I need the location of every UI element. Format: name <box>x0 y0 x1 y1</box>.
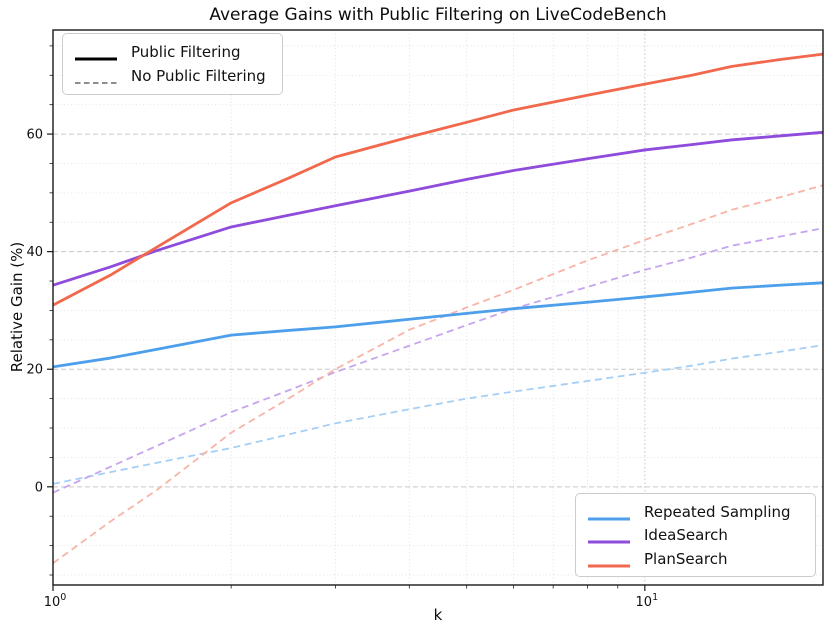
public-filtering-line-swatch <box>74 49 118 61</box>
series-plansearch-no-public-filtering-line <box>52 184 824 564</box>
legend-label-no-public-filtering: No Public Filtering <box>131 67 266 85</box>
legend-item-public-filtering: Public Filtering <box>74 43 271 61</box>
style-legend: Public Filtering No Public Filtering <box>62 33 283 95</box>
data-series <box>52 52 824 564</box>
y-tick-label: 60 <box>26 128 43 143</box>
legend-label-plansearch: PlanSearch <box>644 549 728 568</box>
chart-title: Average Gains with Public Filtering on L… <box>209 5 667 25</box>
legend-item-no-public-filtering: No Public Filtering <box>74 67 271 85</box>
ideasearch-line-swatch <box>587 532 631 544</box>
legend-label-repeated-sampling: Repeated Sampling <box>644 502 791 521</box>
axis-ticks <box>47 45 646 591</box>
legend-item-repeated-sampling: Repeated Sampling <box>587 503 804 521</box>
legend-line-sample <box>588 564 630 567</box>
series-plansearch-public-filtering-line <box>52 52 824 307</box>
legend-line-sample <box>588 517 630 520</box>
x-tick-label: 100 <box>44 592 67 610</box>
series-repeated-sampling-no-public-filtering-line <box>52 344 824 485</box>
plansearch-line-swatch <box>587 556 631 567</box>
series-legend: Repeated Sampling IdeaSearch PlanSearch <box>575 493 816 577</box>
legend-item-plansearch: PlanSearch <box>587 550 804 568</box>
y-tick-label: 40 <box>26 245 43 260</box>
legend-label-public-filtering: Public Filtering <box>131 43 241 61</box>
repeated-sampling-line-swatch <box>587 509 631 520</box>
y-tick-label: 20 <box>26 363 43 378</box>
plot-border <box>52 29 824 586</box>
legend-line-sample <box>75 82 117 84</box>
no-public-filtering-line-swatch <box>74 73 118 84</box>
legend-item-ideasearch: IdeaSearch <box>587 526 804 544</box>
legend-line-sample <box>588 540 630 544</box>
tick-labels: 0 20 40 60 100 101 <box>26 128 658 610</box>
x-axis-label: k <box>433 606 443 624</box>
x-tick-label: 101 <box>636 592 659 610</box>
y-tick-label: 0 <box>35 480 43 495</box>
legend-line-sample <box>75 57 117 61</box>
legend-label-ideasearch: IdeaSearch <box>644 526 728 544</box>
series-ideasearch-public-filtering-line <box>52 130 824 287</box>
series-ideasearch-no-public-filtering-line <box>52 227 824 494</box>
y-axis-label: Relative Gain (%) <box>8 241 26 373</box>
series-repeated-sampling-public-filtering-line <box>52 281 824 369</box>
